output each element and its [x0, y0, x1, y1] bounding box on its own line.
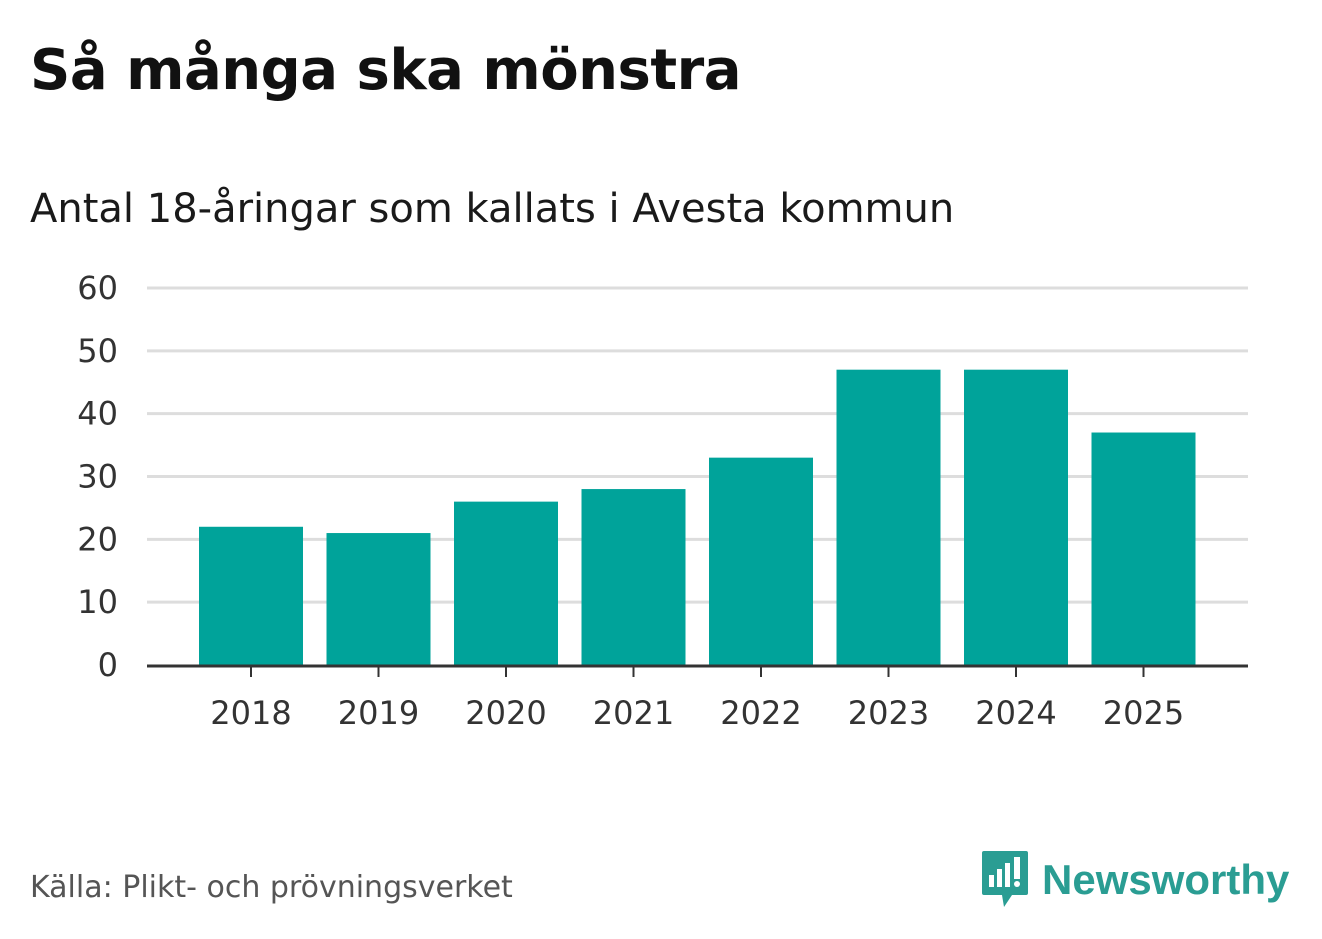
x-tick-label: 2023	[848, 694, 929, 732]
x-tick-label: 2021	[593, 694, 674, 732]
bar-2018	[199, 526, 303, 665]
y-axis-tick-labels: 0 10 20 30 40 50 60	[77, 269, 118, 684]
newsworthy-logo-icon	[982, 851, 1028, 907]
bar-2019	[326, 533, 431, 665]
y-tick-label: 20	[77, 520, 118, 558]
bar-2020	[454, 501, 558, 665]
x-tick-label: 2025	[1103, 694, 1184, 732]
brand-name: Newsworthy	[1042, 856, 1290, 903]
bar-2024	[964, 369, 1068, 665]
x-tick-label: 2020	[465, 694, 546, 732]
x-tick-label: 2019	[338, 694, 419, 732]
y-tick-label: 0	[98, 646, 118, 684]
y-tick-label: 50	[77, 332, 118, 370]
x-tick-label: 2024	[975, 694, 1056, 732]
x-axis-tick-labels: 2018 2019 2020 2021 2022 2023 2024 2025	[210, 694, 1184, 732]
x-axis	[147, 664, 1248, 677]
brand-logo[interactable]: Newsworthy	[980, 848, 1289, 912]
x-tick-label: 2018	[210, 694, 291, 732]
y-tick-label: 10	[77, 583, 118, 621]
bar-2021	[581, 489, 686, 665]
y-tick-label: 40	[77, 395, 118, 433]
y-tick-label: 30	[77, 458, 118, 496]
x-tick-label: 2022	[720, 694, 801, 732]
source-note: Källa: Plikt- och prövningsverket	[30, 870, 513, 905]
bars	[199, 369, 1196, 665]
grid-lines	[147, 286, 1248, 604]
bar-2023	[836, 369, 941, 665]
chart-title: Så många ska mönstra	[30, 38, 742, 103]
chart-subtitle: Antal 18-åringar som kallats i Avesta ko…	[30, 186, 955, 232]
bar-2022	[709, 457, 813, 665]
bar-2025	[1091, 432, 1196, 665]
y-tick-label: 60	[77, 269, 118, 307]
